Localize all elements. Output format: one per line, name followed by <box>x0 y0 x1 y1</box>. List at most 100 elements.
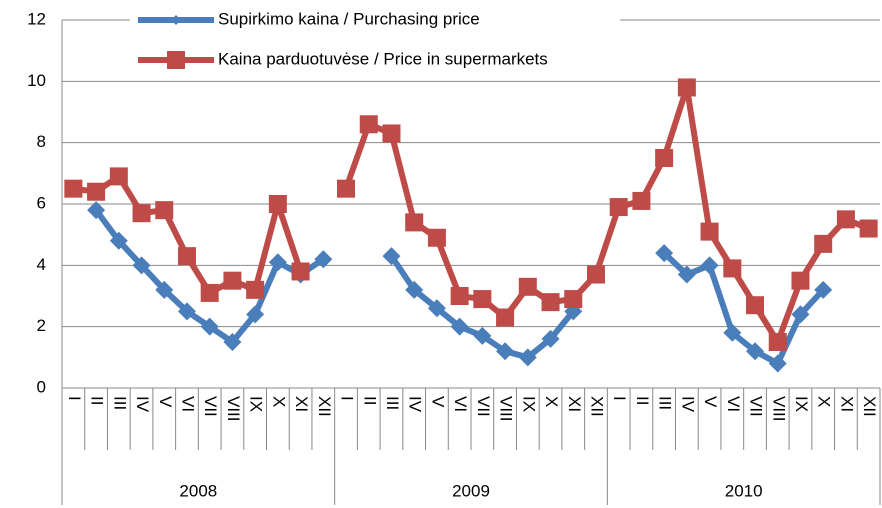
point <box>246 305 265 324</box>
point <box>405 213 424 232</box>
point <box>405 280 424 299</box>
point <box>382 124 401 143</box>
x-tick-label: IV <box>678 396 697 413</box>
point <box>677 265 696 284</box>
point <box>132 256 151 275</box>
point <box>586 265 605 284</box>
point <box>450 287 469 305</box>
point <box>791 271 810 290</box>
x-tick-label: XII <box>315 396 334 417</box>
y-tick-label: 10 <box>27 71 46 90</box>
point <box>723 323 742 342</box>
x-tick-label: VII <box>474 396 493 417</box>
x-tick-label: XI <box>565 396 584 412</box>
point <box>836 210 855 229</box>
point <box>337 179 356 198</box>
x-tick-label: VIII <box>497 396 516 422</box>
point <box>109 167 128 186</box>
point <box>746 296 765 315</box>
point <box>246 280 265 299</box>
point <box>155 280 174 299</box>
point <box>518 277 537 296</box>
point <box>791 305 810 324</box>
x-tick-label: V <box>156 396 175 408</box>
point <box>632 191 651 210</box>
point <box>700 256 719 275</box>
point <box>314 250 333 269</box>
legend-label: Supirkimo kaina / Purchasing price <box>218 9 480 28</box>
point <box>723 259 742 278</box>
x-tick-label: I <box>338 396 357 401</box>
point <box>359 115 378 134</box>
legend-marker <box>171 15 181 25</box>
point <box>518 348 537 367</box>
point <box>473 290 492 309</box>
point <box>609 198 628 217</box>
point <box>677 78 696 97</box>
x-tick-label: V <box>701 396 720 408</box>
point <box>87 182 106 201</box>
point <box>655 149 674 167</box>
x-tick-label: VIII <box>224 396 243 422</box>
x-tick-label: I <box>610 396 629 401</box>
point <box>109 231 128 250</box>
point <box>496 308 515 327</box>
y-tick-label: 2 <box>37 316 46 335</box>
point <box>177 247 196 266</box>
point <box>564 290 583 309</box>
x-tick-label: VII <box>201 396 220 417</box>
point <box>496 342 515 361</box>
point <box>473 326 492 345</box>
x-tick-label: X <box>542 396 561 407</box>
point <box>541 329 560 348</box>
x-tick-label: IX <box>519 396 538 412</box>
x-tick-label: III <box>656 396 675 410</box>
point <box>223 271 242 290</box>
x-tick-label: VIII <box>769 396 788 422</box>
x-tick-label: VI <box>451 396 470 412</box>
point <box>700 222 719 241</box>
x-tick-label: XII <box>587 396 606 417</box>
legend-background <box>130 4 620 78</box>
y-tick-label: 12 <box>27 9 46 28</box>
y-tick-label: 8 <box>37 132 46 151</box>
point <box>291 262 310 281</box>
y-tick-label: 0 <box>37 377 46 396</box>
x-tick-label: VI <box>178 396 197 412</box>
point <box>427 299 446 318</box>
x-tick-label: II <box>633 396 652 405</box>
point <box>223 333 242 351</box>
x-group-label: 2008 <box>179 481 217 500</box>
point <box>814 280 833 299</box>
point <box>155 201 174 220</box>
x-tick-label: XI <box>837 396 856 412</box>
y-tick-label: 6 <box>37 193 46 212</box>
x-tick-label: X <box>269 396 288 407</box>
x-tick-label: IX <box>247 396 266 412</box>
x-tick-label: XII <box>860 396 879 417</box>
legend-label: Kaina parduotuvėse / Price in supermarke… <box>218 49 548 68</box>
point <box>859 219 878 238</box>
x-tick-label: IV <box>133 396 152 413</box>
point <box>541 293 560 312</box>
point <box>746 342 765 361</box>
point <box>814 234 833 253</box>
x-tick-label: III <box>110 396 129 410</box>
point <box>200 283 219 302</box>
point <box>177 302 196 321</box>
x-tick-label: IX <box>792 396 811 412</box>
point <box>132 204 151 223</box>
point <box>768 354 787 373</box>
x-tick-label: XI <box>292 396 311 412</box>
x-group-label: 2009 <box>452 481 490 500</box>
x-tick-label: IV <box>406 396 425 413</box>
point <box>87 201 106 220</box>
x-tick-label: VI <box>724 396 743 412</box>
point <box>200 317 219 336</box>
x-tick-label: I <box>65 396 84 401</box>
point <box>655 244 674 263</box>
point <box>768 333 787 351</box>
legend-marker <box>167 51 185 69</box>
x-tick-label: III <box>383 396 402 410</box>
